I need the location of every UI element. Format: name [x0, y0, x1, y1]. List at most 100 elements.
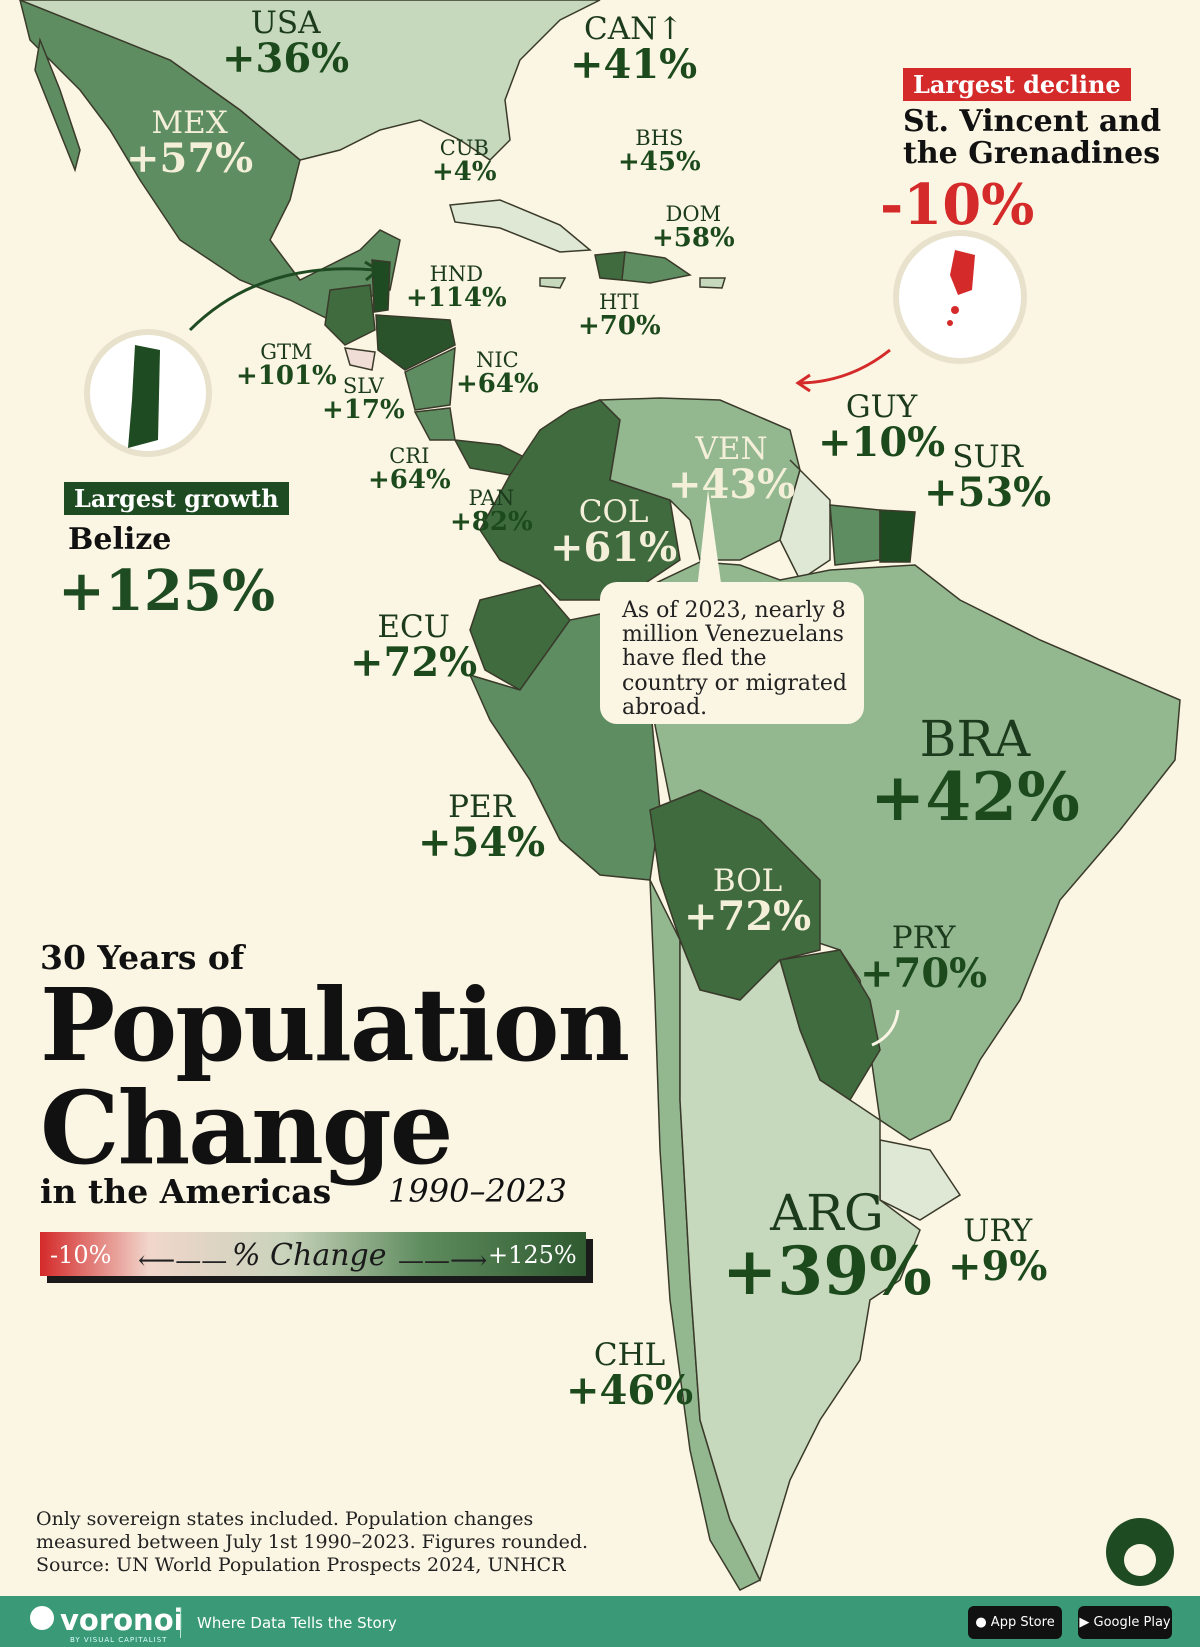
pry-arrow	[871, 1009, 900, 1047]
label-mex-code: MEX	[151, 105, 228, 141]
label-nic-code: NIC	[475, 348, 519, 372]
footer-tagline: Where Data Tells the Story	[197, 1614, 397, 1632]
label-cub-value: +4%	[432, 157, 497, 187]
region-arg	[679, 939, 921, 1583]
app-store-button[interactable]: ● App Store	[968, 1606, 1062, 1639]
label-bra-value: +42%	[870, 758, 1080, 836]
region-hti	[594, 251, 626, 281]
label-ecu: ECU +72%	[350, 612, 477, 683]
label-usa: USA +36%	[222, 8, 349, 79]
label-chl: CHL +46%	[566, 1340, 693, 1411]
label-hnd-value: +114%	[406, 283, 507, 313]
label-bra-code: BRA	[919, 710, 1031, 768]
region-dom	[621, 251, 692, 284]
title-pre: 30 Years of	[40, 938, 245, 977]
footnote: Only sovereign states included. Populati…	[36, 1508, 588, 1578]
region-guf	[879, 509, 916, 563]
label-pry: PRY +70%	[860, 923, 987, 994]
voronoi-logo-icon	[30, 1606, 54, 1630]
label-pan-code: PAN	[468, 486, 515, 510]
label-ury-value: +9%	[948, 1243, 1048, 1290]
app-store-label: App Store	[990, 1615, 1055, 1630]
largest-decline-value: -10%	[880, 172, 1035, 238]
label-ven-value: +43%	[668, 461, 796, 508]
label-ury-code: URY	[963, 1213, 1033, 1249]
label-hti-code: HTI	[599, 290, 640, 314]
label-usa-code: USA	[250, 5, 321, 41]
largest-decline-name-line1: St. Vincent and	[903, 104, 1162, 139]
label-cri-code: CRI	[389, 444, 430, 468]
legend-right-arrow-icon: ——⟶	[398, 1246, 488, 1276]
label-bol-code: BOL	[712, 863, 783, 899]
label-sur-value: +53%	[924, 469, 1052, 516]
label-ecu-value: +72%	[350, 639, 478, 686]
largest-decline-tag: Largest decline	[903, 68, 1131, 101]
footnote-line2: measured between July 1st 1990–2023. Fig…	[36, 1531, 589, 1554]
label-bhs-value: +45%	[618, 147, 701, 177]
label-guy-code: GUY	[845, 389, 918, 425]
label-per-value: +54%	[418, 819, 546, 866]
region-slv	[343, 347, 376, 371]
label-hti-value: +70%	[578, 311, 661, 341]
label-col: COL +61%	[550, 497, 677, 568]
brand-sub: BY VISUAL CAPITALIST	[70, 1636, 168, 1644]
label-slv-value: +17%	[322, 395, 405, 425]
label-bhs: BHS +45%	[618, 126, 701, 177]
legend-max: +125%	[488, 1241, 577, 1269]
callout-pointer	[697, 490, 722, 590]
google-play-label: Google Play	[1093, 1615, 1171, 1630]
label-guy: GUY +10%	[818, 392, 945, 463]
venezuela-callout-text: As of 2023, nearly 8 million Venezuelans…	[622, 598, 847, 720]
google-play-button[interactable]: ▶ Google Play	[1078, 1606, 1172, 1639]
label-hnd-code: HND	[429, 262, 484, 286]
label-col-value: +61%	[550, 524, 678, 571]
legend-color-bar	[40, 1232, 586, 1276]
label-bol: BOL +72%	[684, 866, 811, 937]
label-pry-value: +70%	[860, 950, 988, 997]
label-chl-code: CHL	[593, 1337, 666, 1373]
footer-divider	[180, 1608, 181, 1638]
region-nic	[404, 346, 456, 411]
region-col	[479, 399, 681, 601]
footnote-line3: Source: UN World Population Prospects 20…	[36, 1554, 566, 1577]
label-chl-value: +46%	[566, 1367, 694, 1414]
region-cub	[449, 199, 592, 253]
label-slv: SLV +17%	[322, 374, 405, 425]
label-per-code: PER	[448, 789, 516, 825]
region-sur	[829, 504, 881, 566]
region-cri	[413, 407, 456, 441]
footnote-line1: Only sovereign states included. Populati…	[36, 1508, 534, 1530]
label-cri-value: +64%	[368, 465, 451, 495]
label-hnd: HND +114%	[406, 262, 507, 313]
label-nic: NIC +64%	[456, 348, 539, 398]
title-sub: in the Americas	[40, 1172, 332, 1211]
label-sur-code: SUR	[952, 439, 1023, 475]
label-per: PER +54%	[418, 792, 545, 863]
region-gtm	[324, 284, 376, 346]
label-cub-code: CUB	[439, 136, 489, 160]
largest-growth-tag: Largest growth	[64, 482, 289, 515]
title-main-line1: Population	[40, 966, 630, 1084]
label-can-value: +41%	[570, 41, 698, 88]
largest-decline-name-line2: the Grenadines	[903, 135, 1161, 171]
label-gtm: GTM +101%	[236, 340, 337, 391]
label-cub: CUB +4%	[432, 136, 497, 187]
largest-growth-name: Belize	[68, 522, 172, 557]
label-can-code: CAN↑	[583, 11, 684, 47]
belize-inset-shape	[128, 345, 160, 448]
region-ven	[598, 397, 801, 561]
label-arg-value: +39%	[722, 1232, 932, 1310]
title-years: 1990–2023	[388, 1172, 567, 1210]
label-ven: VEN +43%	[668, 434, 795, 505]
label-can: CAN↑ +41%	[570, 14, 697, 85]
label-bhs-code: BHS	[635, 126, 684, 150]
title-main-line2: Change	[40, 1069, 453, 1187]
label-gtm-code: GTM	[260, 340, 313, 364]
brand-name[interactable]: voronoi	[60, 1603, 184, 1637]
label-slv-code: SLV	[342, 374, 384, 398]
label-dom: DOM +58%	[652, 204, 735, 253]
legend-label: % Change	[232, 1238, 387, 1273]
label-gtm-value: +101%	[236, 361, 337, 391]
label-cri: CRI +64%	[368, 444, 451, 495]
label-dom-value: +58%	[652, 223, 735, 253]
